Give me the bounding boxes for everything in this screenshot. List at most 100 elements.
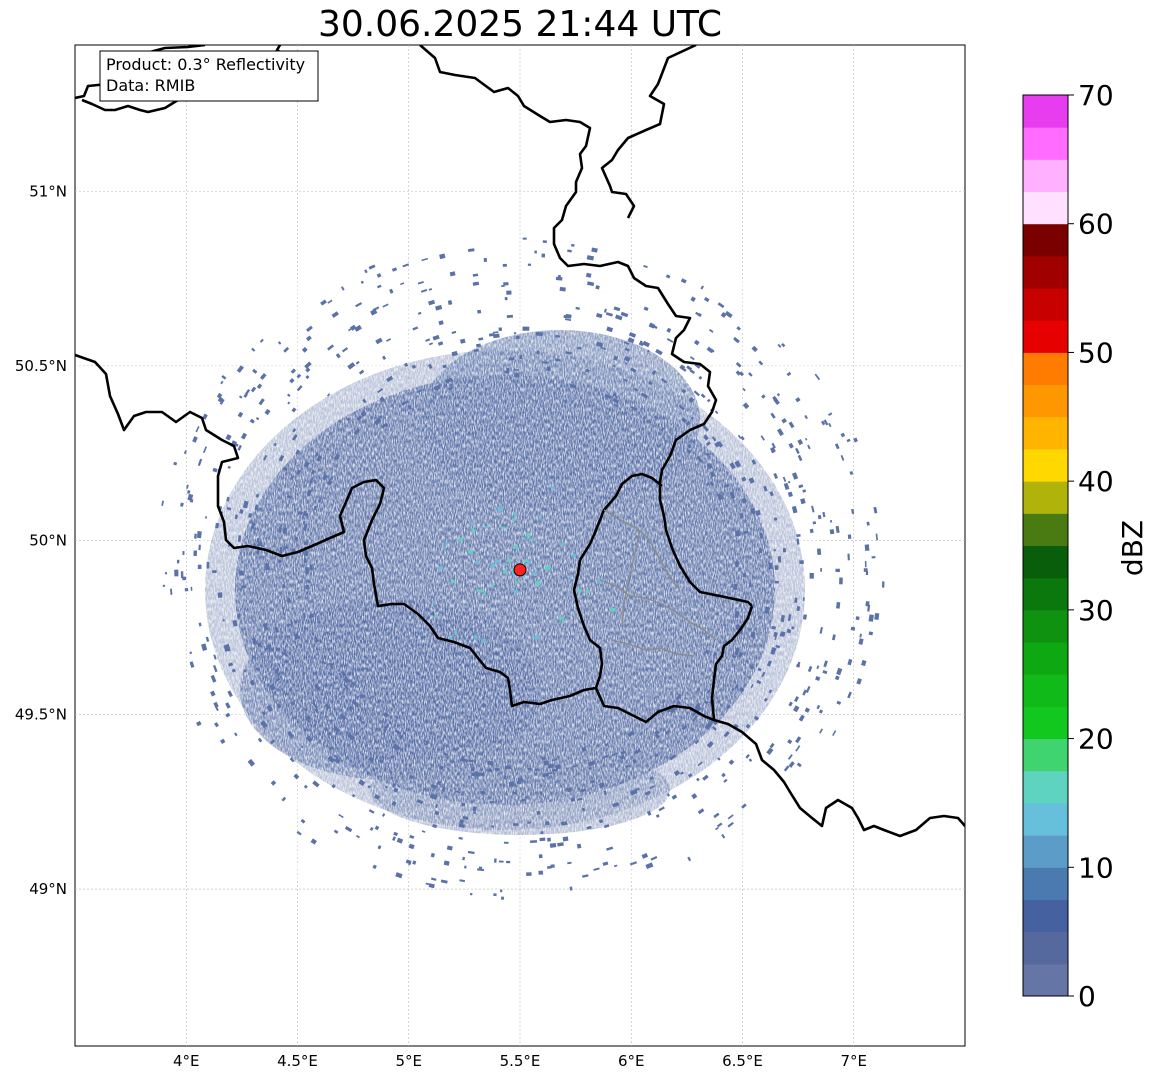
echo-speckle: [787, 480, 791, 484]
radar-echo-field: [161, 237, 885, 900]
echo-speckle: [692, 715, 699, 722]
echo-speckle: [588, 766, 592, 771]
echo-weak-cell: [535, 580, 541, 585]
echo-speckle: [696, 455, 703, 463]
echo-speckle: [206, 561, 210, 569]
echo-speckle: [498, 327, 503, 332]
echo-speckle: [644, 790, 651, 796]
echo-speckle: [312, 780, 320, 788]
echo-speckle: [373, 793, 381, 800]
echo-speckle: [769, 742, 775, 749]
echo-speckle: [436, 780, 442, 786]
echo-speckle: [214, 722, 219, 728]
echo-speckle: [483, 257, 488, 263]
echo-speckle: [165, 572, 168, 575]
echo-weak-cell: [534, 635, 539, 640]
echo-speckle: [446, 845, 453, 851]
echo-speckle: [734, 610, 740, 619]
echo-speckle: [868, 614, 874, 622]
echo-speckle: [324, 703, 331, 710]
echo-speckle: [696, 777, 700, 782]
echo-speckle: [303, 541, 308, 546]
echo-speckle: [603, 308, 607, 313]
echo-speckle: [282, 606, 285, 611]
echo-speckle: [706, 741, 714, 749]
echo-speckle: [705, 649, 710, 655]
echo-speckle: [458, 836, 463, 840]
echo-speckle: [666, 337, 674, 343]
echo-speckle: [705, 452, 710, 457]
echo-speckle: [671, 794, 678, 800]
echo-speckle: [183, 450, 187, 455]
colorbar-label: dBZ: [1116, 520, 1149, 576]
echo-weak-cell: [500, 526, 505, 530]
echo-speckle: [643, 264, 648, 269]
echo-speckle: [219, 398, 225, 405]
echo-speckle: [774, 636, 777, 641]
echo-speckle: [720, 312, 727, 318]
echo-speckle: [477, 309, 482, 314]
echo-speckle: [815, 676, 821, 682]
colorbar-step: [1023, 159, 1068, 193]
echo-speckle: [749, 581, 752, 588]
echo-speckle: [472, 281, 480, 286]
echo-speckle: [461, 802, 466, 807]
echo-speckle: [690, 416, 695, 420]
echo-weak-cell: [502, 562, 505, 566]
echo-speckle: [460, 758, 468, 763]
echo-speckle: [791, 626, 795, 630]
echo-speckle: [462, 856, 466, 861]
echo-speckle: [570, 383, 577, 389]
echo-speckle: [731, 687, 735, 692]
colorbar-step: [1023, 384, 1068, 418]
echo-speckle: [735, 530, 741, 537]
echo-speckle: [735, 361, 742, 368]
echo-speckle: [259, 372, 267, 380]
echo-speckle: [676, 700, 682, 705]
echo-speckle: [611, 752, 618, 757]
echo-speckle: [606, 846, 614, 851]
echo-speckle: [665, 274, 671, 279]
echo-speckle: [847, 553, 850, 561]
echo-speckle: [761, 671, 766, 678]
echo-speckle: [503, 841, 509, 844]
echo-speckle: [343, 683, 349, 690]
echo-speckle: [541, 253, 546, 258]
echo-speckle: [766, 747, 774, 755]
echo-weak-cell: [470, 523, 474, 526]
echo-speckle: [257, 541, 263, 547]
echo-speckle: [522, 237, 527, 240]
echo-speckle: [443, 752, 449, 757]
echo-speckle: [717, 302, 725, 309]
echo-speckle: [721, 494, 725, 500]
echo-speckle: [777, 556, 782, 563]
echo-speckle: [420, 289, 428, 293]
echo-speckle: [734, 684, 740, 689]
echo-speckle: [562, 836, 569, 842]
echo-speckle: [476, 343, 482, 348]
echo-speckle: [831, 634, 836, 641]
echo-speckle: [577, 797, 583, 801]
echo-speckle: [292, 428, 297, 433]
echo-speckle: [606, 326, 614, 333]
echo-speckle: [797, 439, 804, 446]
echo-speckle: [679, 364, 686, 371]
echo-speckle: [774, 565, 779, 570]
echo-speckle: [770, 412, 776, 419]
echo-speckle: [788, 701, 793, 707]
echo-speckle: [710, 471, 716, 478]
echo-speckle: [788, 761, 795, 768]
echo-speckle: [779, 632, 785, 637]
echo-speckle: [201, 643, 208, 651]
echo-speckle: [222, 619, 225, 622]
echo-speckle: [557, 842, 564, 847]
echo-speckle: [263, 454, 268, 461]
echo-speckle: [425, 338, 431, 342]
echo-speckle: [804, 437, 808, 441]
echo-speckle: [796, 533, 801, 538]
echo-speckle: [703, 296, 710, 303]
echo-speckle: [376, 273, 382, 278]
echo-speckle: [759, 532, 764, 539]
echo-speckle: [570, 797, 576, 802]
